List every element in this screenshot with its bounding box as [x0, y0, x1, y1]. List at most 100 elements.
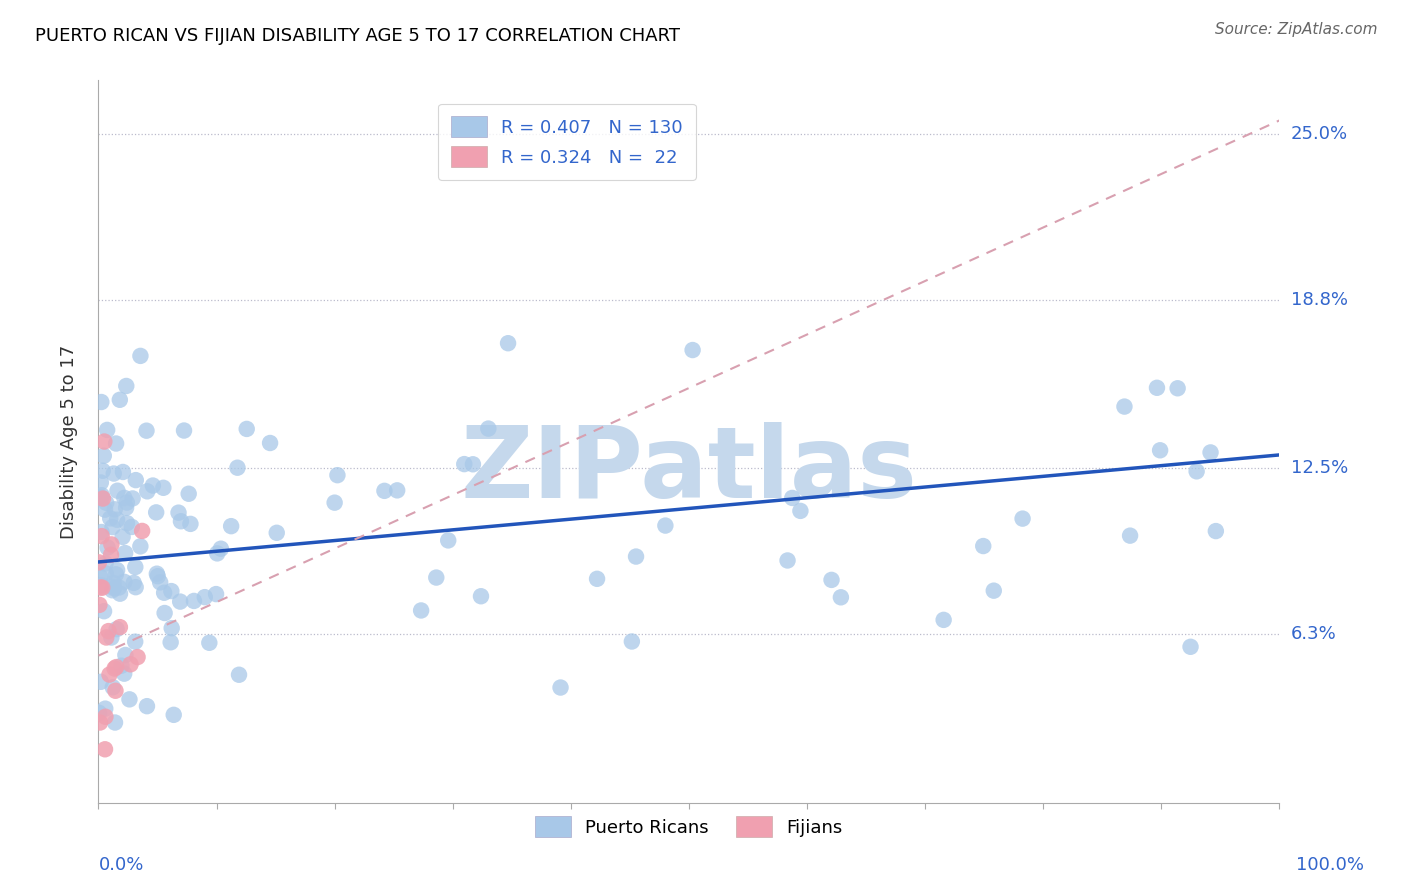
Point — [105, 563, 128, 577]
Point — [101, 583, 124, 598]
Point — [219, 519, 242, 533]
Point — [90, 491, 112, 505]
Point — [94, 557, 117, 571]
Point — [96, 541, 118, 555]
Point — [105, 622, 128, 636]
Point — [114, 648, 136, 662]
Text: Source: ZipAtlas.com: Source: ZipAtlas.com — [1215, 22, 1378, 37]
Point — [127, 650, 149, 665]
Point — [96, 496, 118, 510]
Point — [153, 606, 176, 620]
Point — [90, 488, 112, 502]
Point — [179, 516, 201, 531]
Point — [820, 573, 842, 587]
Text: 25.0%: 25.0% — [1291, 125, 1348, 143]
Point — [104, 502, 127, 516]
Point — [477, 421, 499, 435]
Point — [87, 555, 110, 569]
Point — [114, 546, 136, 560]
Point — [91, 464, 114, 478]
Point — [112, 574, 135, 589]
Point — [105, 436, 128, 450]
Point — [112, 491, 135, 505]
Point — [104, 683, 127, 698]
Point — [104, 567, 127, 582]
Point — [789, 504, 811, 518]
Point — [932, 613, 955, 627]
Point — [111, 465, 134, 479]
Point — [97, 624, 120, 639]
Point — [1146, 381, 1168, 395]
Text: 12.5%: 12.5% — [1291, 459, 1348, 477]
Point — [550, 681, 572, 695]
Point — [120, 657, 142, 672]
Point — [124, 634, 146, 648]
Point — [1205, 524, 1227, 538]
Point — [108, 587, 131, 601]
Point — [323, 496, 346, 510]
Point — [170, 514, 193, 528]
Point — [373, 483, 395, 498]
Point — [94, 502, 117, 516]
Text: 100.0%: 100.0% — [1296, 856, 1364, 874]
Point — [437, 533, 460, 548]
Point — [108, 581, 131, 595]
Point — [1114, 400, 1136, 414]
Point — [110, 658, 132, 673]
Point — [153, 586, 176, 600]
Point — [145, 505, 167, 519]
Point — [89, 570, 111, 584]
Point — [411, 603, 433, 617]
Point — [624, 549, 647, 564]
Point — [266, 525, 288, 540]
Point — [89, 715, 111, 730]
Point — [93, 449, 115, 463]
Point — [100, 537, 122, 551]
Point — [124, 580, 146, 594]
Point — [160, 584, 183, 599]
Point — [146, 566, 169, 581]
Point — [112, 666, 135, 681]
Point — [326, 468, 349, 483]
Point — [103, 582, 125, 596]
Point — [91, 491, 114, 506]
Point — [228, 667, 250, 681]
Point — [129, 540, 152, 554]
Point — [103, 467, 125, 481]
Point — [108, 620, 131, 634]
Point — [103, 576, 125, 591]
Point — [425, 570, 447, 584]
Point — [209, 541, 232, 556]
Point — [94, 710, 117, 724]
Point — [983, 583, 1005, 598]
Point — [586, 572, 609, 586]
Point — [124, 560, 146, 574]
Point — [115, 495, 138, 509]
Point — [235, 422, 257, 436]
Point — [111, 530, 134, 544]
Point — [115, 516, 138, 530]
Point — [136, 699, 159, 714]
Point — [461, 457, 484, 471]
Point — [105, 513, 128, 527]
Point — [198, 636, 221, 650]
Point — [101, 520, 124, 534]
Text: 6.3%: 6.3% — [1291, 625, 1336, 643]
Point — [1180, 640, 1202, 654]
Point — [104, 715, 127, 730]
Point — [94, 701, 117, 715]
Point — [453, 457, 475, 471]
Point — [90, 674, 112, 689]
Point — [107, 483, 129, 498]
Point — [115, 500, 138, 515]
Point — [159, 635, 181, 649]
Point — [90, 475, 112, 490]
Text: ZIPatlas: ZIPatlas — [461, 422, 917, 519]
Point — [121, 491, 143, 506]
Point — [194, 590, 217, 604]
Point — [177, 487, 200, 501]
Point — [101, 580, 124, 594]
Point — [160, 621, 183, 635]
Point — [104, 661, 127, 675]
Point — [96, 423, 118, 437]
